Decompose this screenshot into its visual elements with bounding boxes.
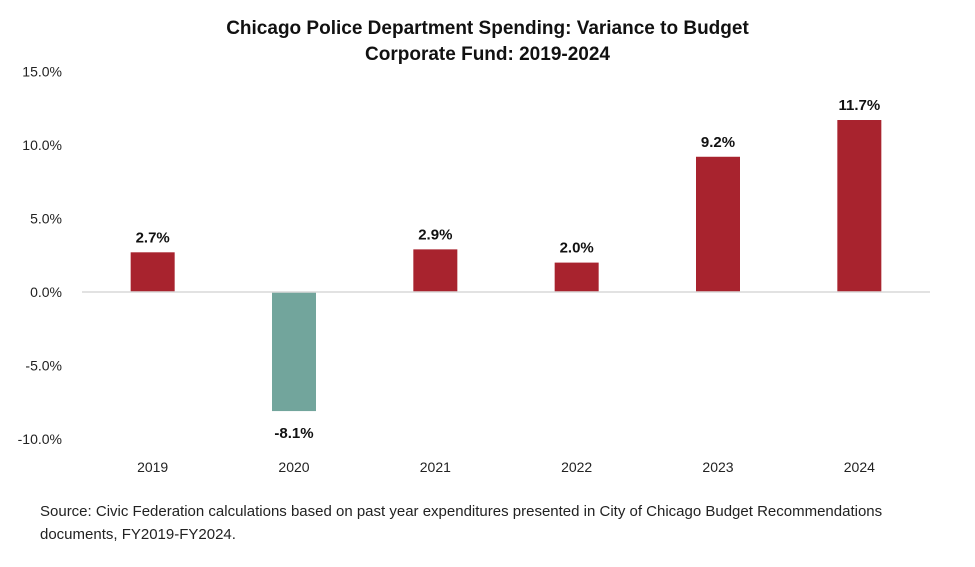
x-tick-label: 2023 xyxy=(702,459,733,475)
chart-title-line2: Corporate Fund: 2019-2024 xyxy=(365,44,610,65)
source-note: Source: Civic Federation calculations ba… xyxy=(40,503,883,543)
x-tick-label: 2021 xyxy=(420,459,451,475)
bar-2021 xyxy=(413,249,458,292)
y-tick-label: -10.0% xyxy=(18,431,62,447)
x-tick-label: 2020 xyxy=(278,459,309,475)
data-label: 11.7% xyxy=(838,97,880,114)
y-tick-label: -5.0% xyxy=(25,358,62,374)
y-tick-label: 5.0% xyxy=(30,211,62,227)
data-label: 2.0% xyxy=(560,240,594,257)
x-tick-label: 2024 xyxy=(844,459,875,475)
bar-2022 xyxy=(554,262,599,292)
chart-title: Chicago Police Department Spending: Vari… xyxy=(0,16,975,68)
x-tick-label: 2022 xyxy=(561,459,592,475)
data-label: 2.9% xyxy=(418,226,452,243)
x-tick-label: 2019 xyxy=(137,459,168,475)
y-tick-label: 0.0% xyxy=(30,284,62,300)
y-tick-label: 10.0% xyxy=(22,137,62,153)
data-label: 2.7% xyxy=(136,229,170,246)
chart-title-line1: Chicago Police Department Spending: Vari… xyxy=(226,18,749,39)
data-label: 9.2% xyxy=(701,134,735,151)
bar-2020 xyxy=(272,292,316,412)
bar-2023 xyxy=(696,156,740,292)
bar-2019 xyxy=(130,252,175,292)
bar-chart: 15.0% 10.0% 5.0% 0.0% -5.0% -10.0% 2.7% 2019 -8.… xyxy=(18,64,930,475)
data-label: -8.1% xyxy=(274,425,313,442)
y-tick-label: 15.0% xyxy=(22,64,62,80)
bar-2024 xyxy=(837,120,882,292)
